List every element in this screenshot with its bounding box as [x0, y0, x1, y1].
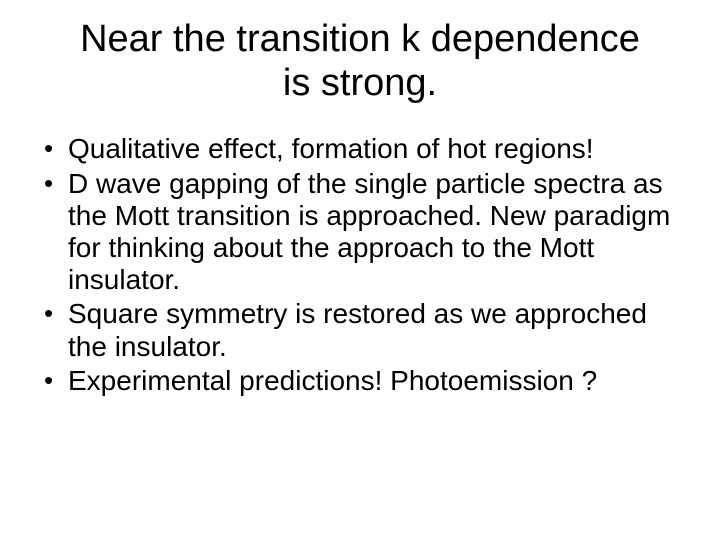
- slide-title: Near the transition k dependence is stro…: [80, 18, 640, 105]
- list-item: Experimental predictions! Photoemission …: [38, 365, 690, 397]
- slide: Near the transition k dependence is stro…: [0, 0, 720, 540]
- list-item: Qualitative effect, formation of hot reg…: [38, 133, 690, 165]
- list-item: Square symmetry is restored as we approc…: [38, 298, 690, 362]
- bullet-list: Qualitative effect, formation of hot reg…: [30, 133, 690, 397]
- list-item: D wave gapping of the single particle sp…: [38, 168, 690, 297]
